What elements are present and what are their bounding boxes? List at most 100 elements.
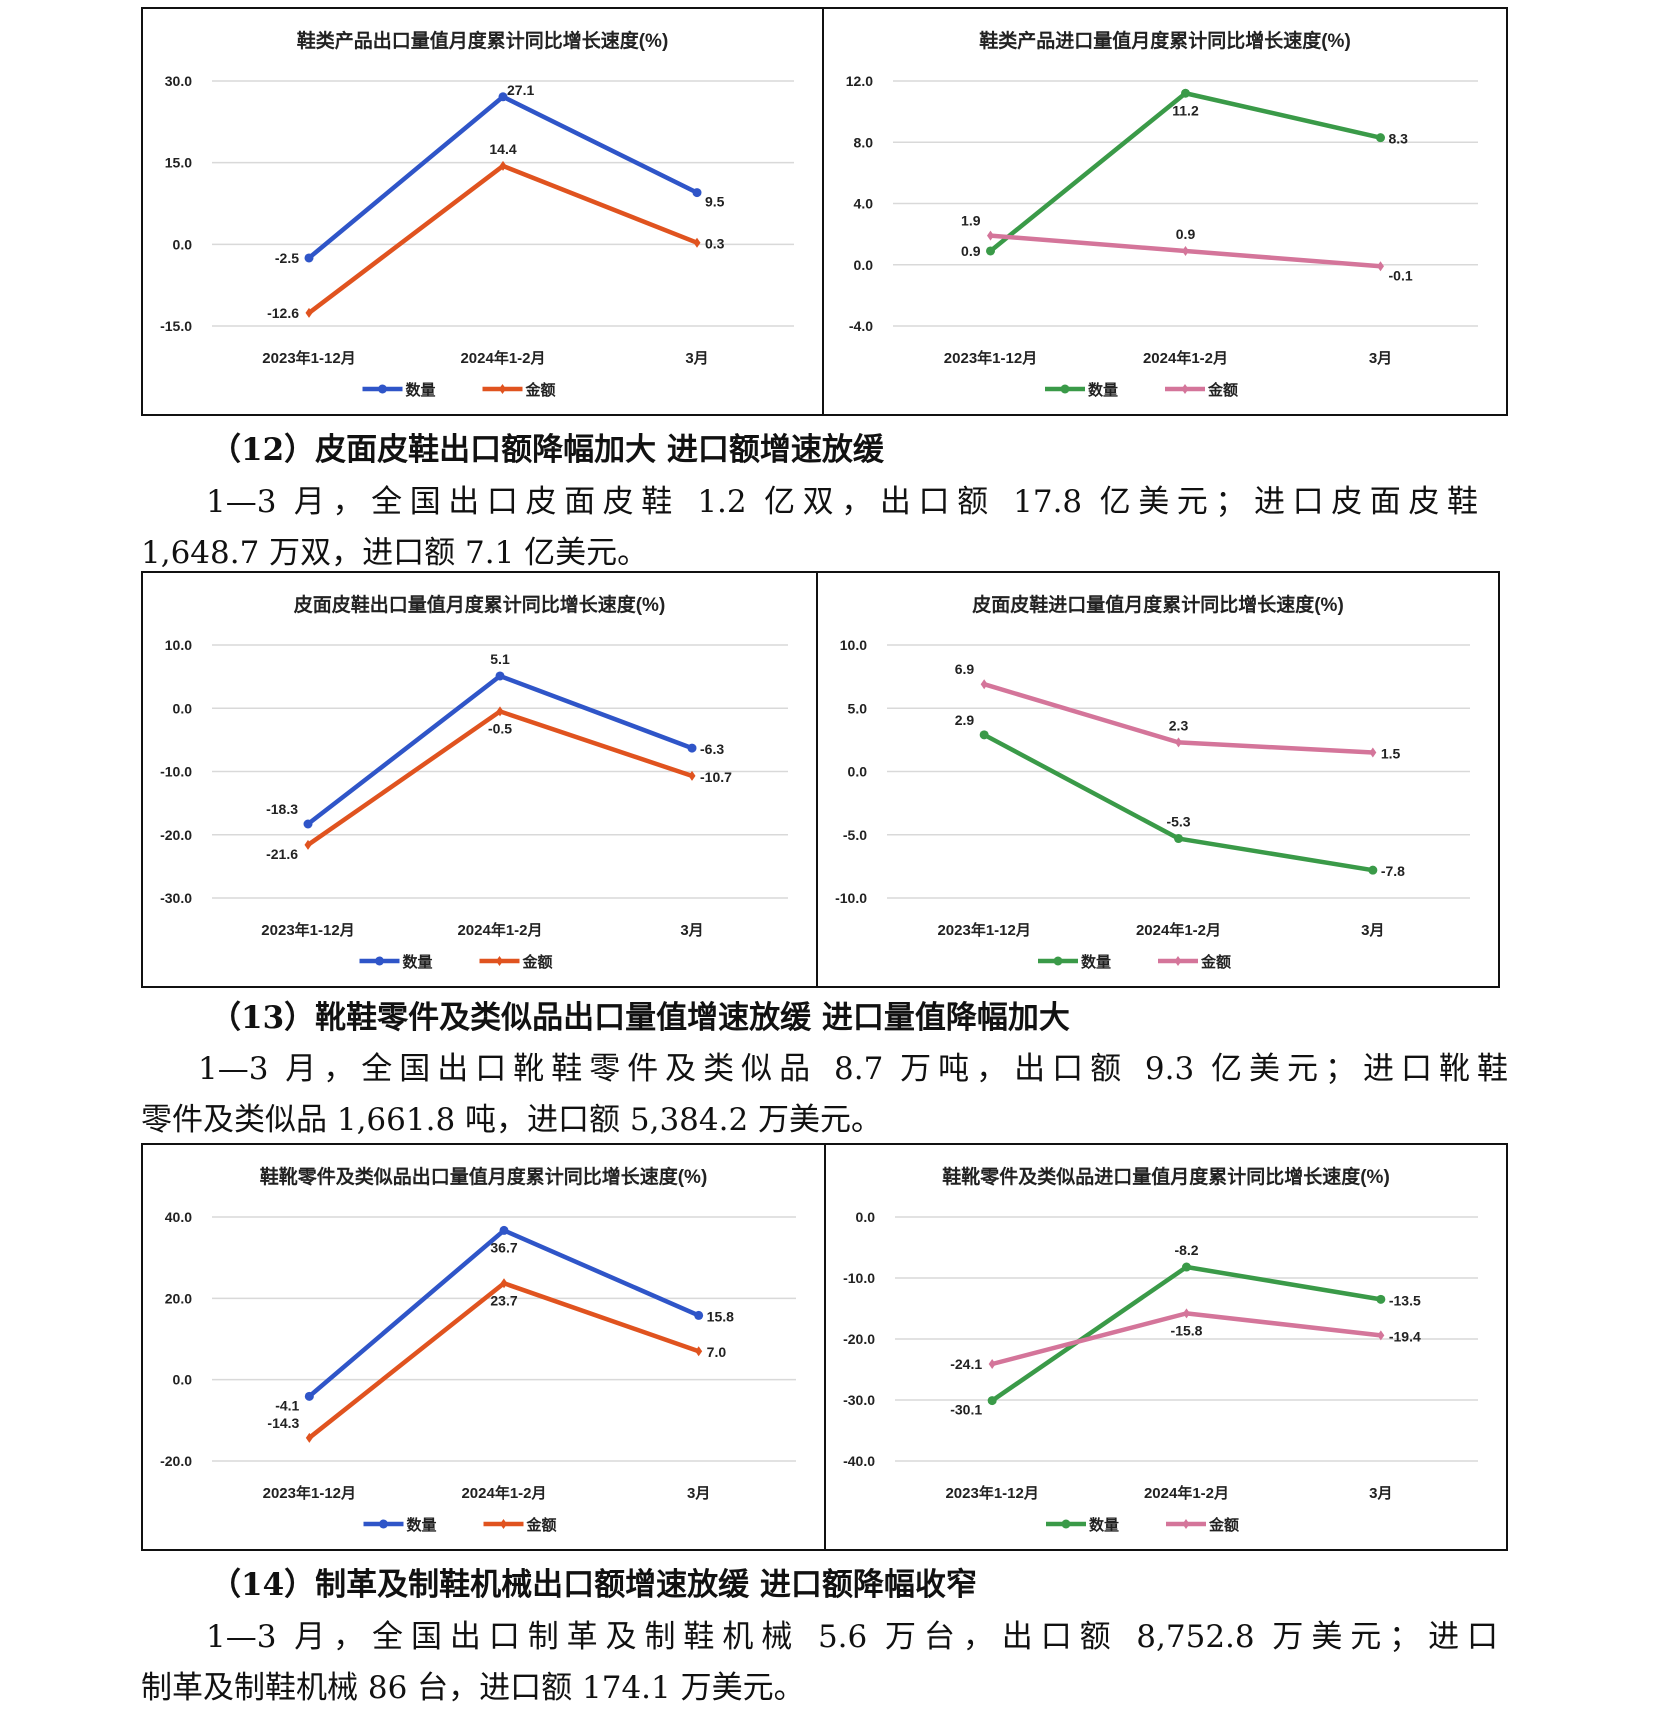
y-tick-label: 30.0 bbox=[165, 73, 192, 89]
x-tick-label: 2023年1-12月 bbox=[262, 349, 355, 367]
data-label: 23.7 bbox=[490, 1292, 517, 1308]
data-label: -24.1 bbox=[950, 1356, 982, 1372]
data-point bbox=[499, 1225, 509, 1235]
chart-title: 皮面皮鞋进口量值月度累计同比增长速度(%) bbox=[972, 593, 1344, 616]
data-label: 0.3 bbox=[705, 236, 725, 252]
legend-marker bbox=[496, 956, 503, 966]
y-tick-label: -10.0 bbox=[843, 1270, 875, 1286]
data-point bbox=[979, 730, 989, 740]
chart-svg: 皮面皮鞋出口量值月度累计同比增长速度(%) 10.0 0.0 -10.0 -20.0 -3… bbox=[160, 593, 788, 971]
data-label: 7.0 bbox=[707, 1344, 727, 1360]
legend-label: 金额 bbox=[1200, 953, 1231, 971]
x-tick-label: 3月 bbox=[687, 1485, 710, 1502]
chart-svg: 鞋类产品进口量值月度累计同比增长速度(%) 12.0 8.0 4.0 0.0 -4.0 20… bbox=[846, 29, 1478, 399]
data-point bbox=[688, 770, 696, 781]
chart-leather-shoes-export: 皮面皮鞋出口量值月度累计同比增长速度(%) 10.0 0.0 -10.0 -20.0 -3… bbox=[141, 571, 818, 988]
data-label: -10.7 bbox=[700, 769, 732, 785]
data-point bbox=[694, 1310, 704, 1320]
legend-label: 金额 bbox=[526, 1516, 557, 1534]
data-point bbox=[693, 237, 701, 248]
series-line bbox=[307, 163, 698, 315]
legend-label: 金额 bbox=[522, 953, 553, 971]
chart-title: 皮面皮鞋出口量值月度累计同比增长速度(%) bbox=[294, 593, 666, 616]
x-tick-label: 2023年1-12月 bbox=[944, 349, 1037, 367]
legend-marker bbox=[499, 384, 506, 394]
y-tick-label: -30.0 bbox=[843, 1392, 875, 1408]
data-label: -8.2 bbox=[1174, 1242, 1198, 1258]
data-point bbox=[500, 1278, 508, 1289]
paragraph-line: 1—3 月，全国出口制革及制鞋机械 5.6 万台，出口额 8,752.8 万美元… bbox=[206, 1619, 1498, 1655]
x-tick-label: 2023年1-12月 bbox=[263, 1484, 356, 1502]
legend-label: 数量 bbox=[1089, 1516, 1119, 1534]
data-label: 14.4 bbox=[489, 141, 516, 157]
data-point bbox=[1175, 737, 1182, 748]
legend-label: 数量 bbox=[403, 953, 433, 971]
x-tick-label: 3月 bbox=[1361, 922, 1384, 939]
legend-marker bbox=[1060, 384, 1070, 394]
data-point bbox=[1182, 245, 1189, 256]
data-label: 0.9 bbox=[1176, 226, 1196, 242]
legend-marker bbox=[1181, 384, 1189, 394]
data-label: 8.3 bbox=[1389, 131, 1409, 147]
y-tick-label: 0.0 bbox=[173, 1372, 193, 1388]
data-point bbox=[304, 253, 314, 263]
y-tick-label: -5.0 bbox=[843, 827, 867, 843]
x-tick-label: 2024年1-2月 bbox=[1144, 1484, 1229, 1502]
y-tick-label: 12.0 bbox=[846, 73, 873, 89]
data-label: 2.9 bbox=[955, 712, 975, 728]
data-point bbox=[987, 230, 994, 241]
y-tick-label: 20.0 bbox=[165, 1290, 192, 1306]
paragraph-line: 1—3 月，全国出口靴鞋零件及类似品 8.7 万吨，出口额 9.3 亿美元；进口… bbox=[198, 1051, 1508, 1087]
data-point bbox=[1376, 133, 1385, 143]
data-point bbox=[499, 160, 507, 171]
data-label: -4.1 bbox=[275, 1397, 299, 1413]
y-tick-label: -20.0 bbox=[843, 1331, 875, 1347]
paragraph-line: 制革及制鞋机械 86 台，进口额 174.1 万美元。 bbox=[141, 1670, 805, 1706]
data-point bbox=[1182, 1262, 1191, 1272]
data-label: 1.9 bbox=[961, 213, 981, 229]
data-point bbox=[1183, 1308, 1190, 1319]
series-quantity: 2.9 -5.3 -7.8 bbox=[955, 712, 1405, 879]
series-amount: 6.9 2.3 1.5 bbox=[955, 661, 1401, 761]
legend-marker bbox=[1061, 1519, 1071, 1529]
data-point bbox=[1376, 1294, 1386, 1304]
data-label: 9.5 bbox=[705, 194, 725, 210]
data-label: -30.1 bbox=[950, 1402, 982, 1418]
data-label: 27.1 bbox=[507, 82, 534, 98]
series-line bbox=[307, 94, 698, 260]
data-label: -2.5 bbox=[275, 250, 299, 266]
y-tick-label: 0.0 bbox=[173, 236, 193, 252]
series-line bbox=[983, 732, 1374, 873]
y-tick-label: -20.0 bbox=[160, 827, 192, 843]
data-label: -7.8 bbox=[1381, 863, 1405, 879]
y-tick-label: 10.0 bbox=[840, 637, 867, 653]
series-quantity: -2.5 27.1 9.5 bbox=[275, 82, 725, 266]
chart-svg: 鞋类产品出口量值月度累计同比增长速度(%) 30.0 15.0 0.0 -15.0 202… bbox=[160, 29, 794, 399]
x-tick-label: 3月 bbox=[1369, 350, 1392, 367]
y-tick-label: 15.0 bbox=[165, 155, 192, 171]
x-tick-label: 2024年1-2月 bbox=[1143, 349, 1228, 367]
y-tick-label: 0.0 bbox=[848, 764, 868, 780]
chart-shoes-export: 鞋类产品出口量值月度累计同比增长速度(%) 30.0 15.0 0.0 -15.0 202… bbox=[141, 7, 824, 416]
series-quantity: 0.9 11.2 8.3 bbox=[961, 88, 1409, 259]
legend-marker bbox=[375, 956, 384, 966]
data-point bbox=[496, 706, 504, 717]
y-tick-label: 0.0 bbox=[854, 257, 874, 273]
y-tick-label: -20.0 bbox=[160, 1453, 192, 1469]
x-tick-label: 2023年1-12月 bbox=[261, 921, 354, 939]
chart-shoes-import: 鞋类产品进口量值月度累计同比增长速度(%) 12.0 8.0 4.0 0.0 -4.0 20… bbox=[822, 7, 1508, 416]
chart-shoe-parts-import: 鞋靴零件及类似品进口量值月度累计同比增长速度(%) 0.0 -10.0 -20.0 -3… bbox=[824, 1143, 1508, 1551]
legend-label: 金额 bbox=[525, 381, 556, 399]
data-label: 15.8 bbox=[707, 1308, 734, 1324]
data-point bbox=[1174, 834, 1183, 844]
data-label: -13.5 bbox=[1389, 1292, 1421, 1308]
series-amount: -12.6 14.4 0.3 bbox=[267, 141, 725, 321]
data-label: -0.5 bbox=[488, 720, 512, 736]
x-tick-label: 2024年1-2月 bbox=[1136, 921, 1221, 939]
y-tick-label: 8.0 bbox=[854, 134, 874, 150]
data-point bbox=[692, 188, 702, 198]
section-heading-12: （12）皮面皮鞋出口额降幅加大 进口额增速放缓 bbox=[210, 432, 884, 468]
data-point bbox=[687, 743, 697, 753]
data-point bbox=[495, 671, 505, 681]
chart-leather-shoes-import: 皮面皮鞋进口量值月度累计同比增长速度(%) 10.0 5.0 0.0 -5.0 -10.0… bbox=[816, 571, 1500, 988]
